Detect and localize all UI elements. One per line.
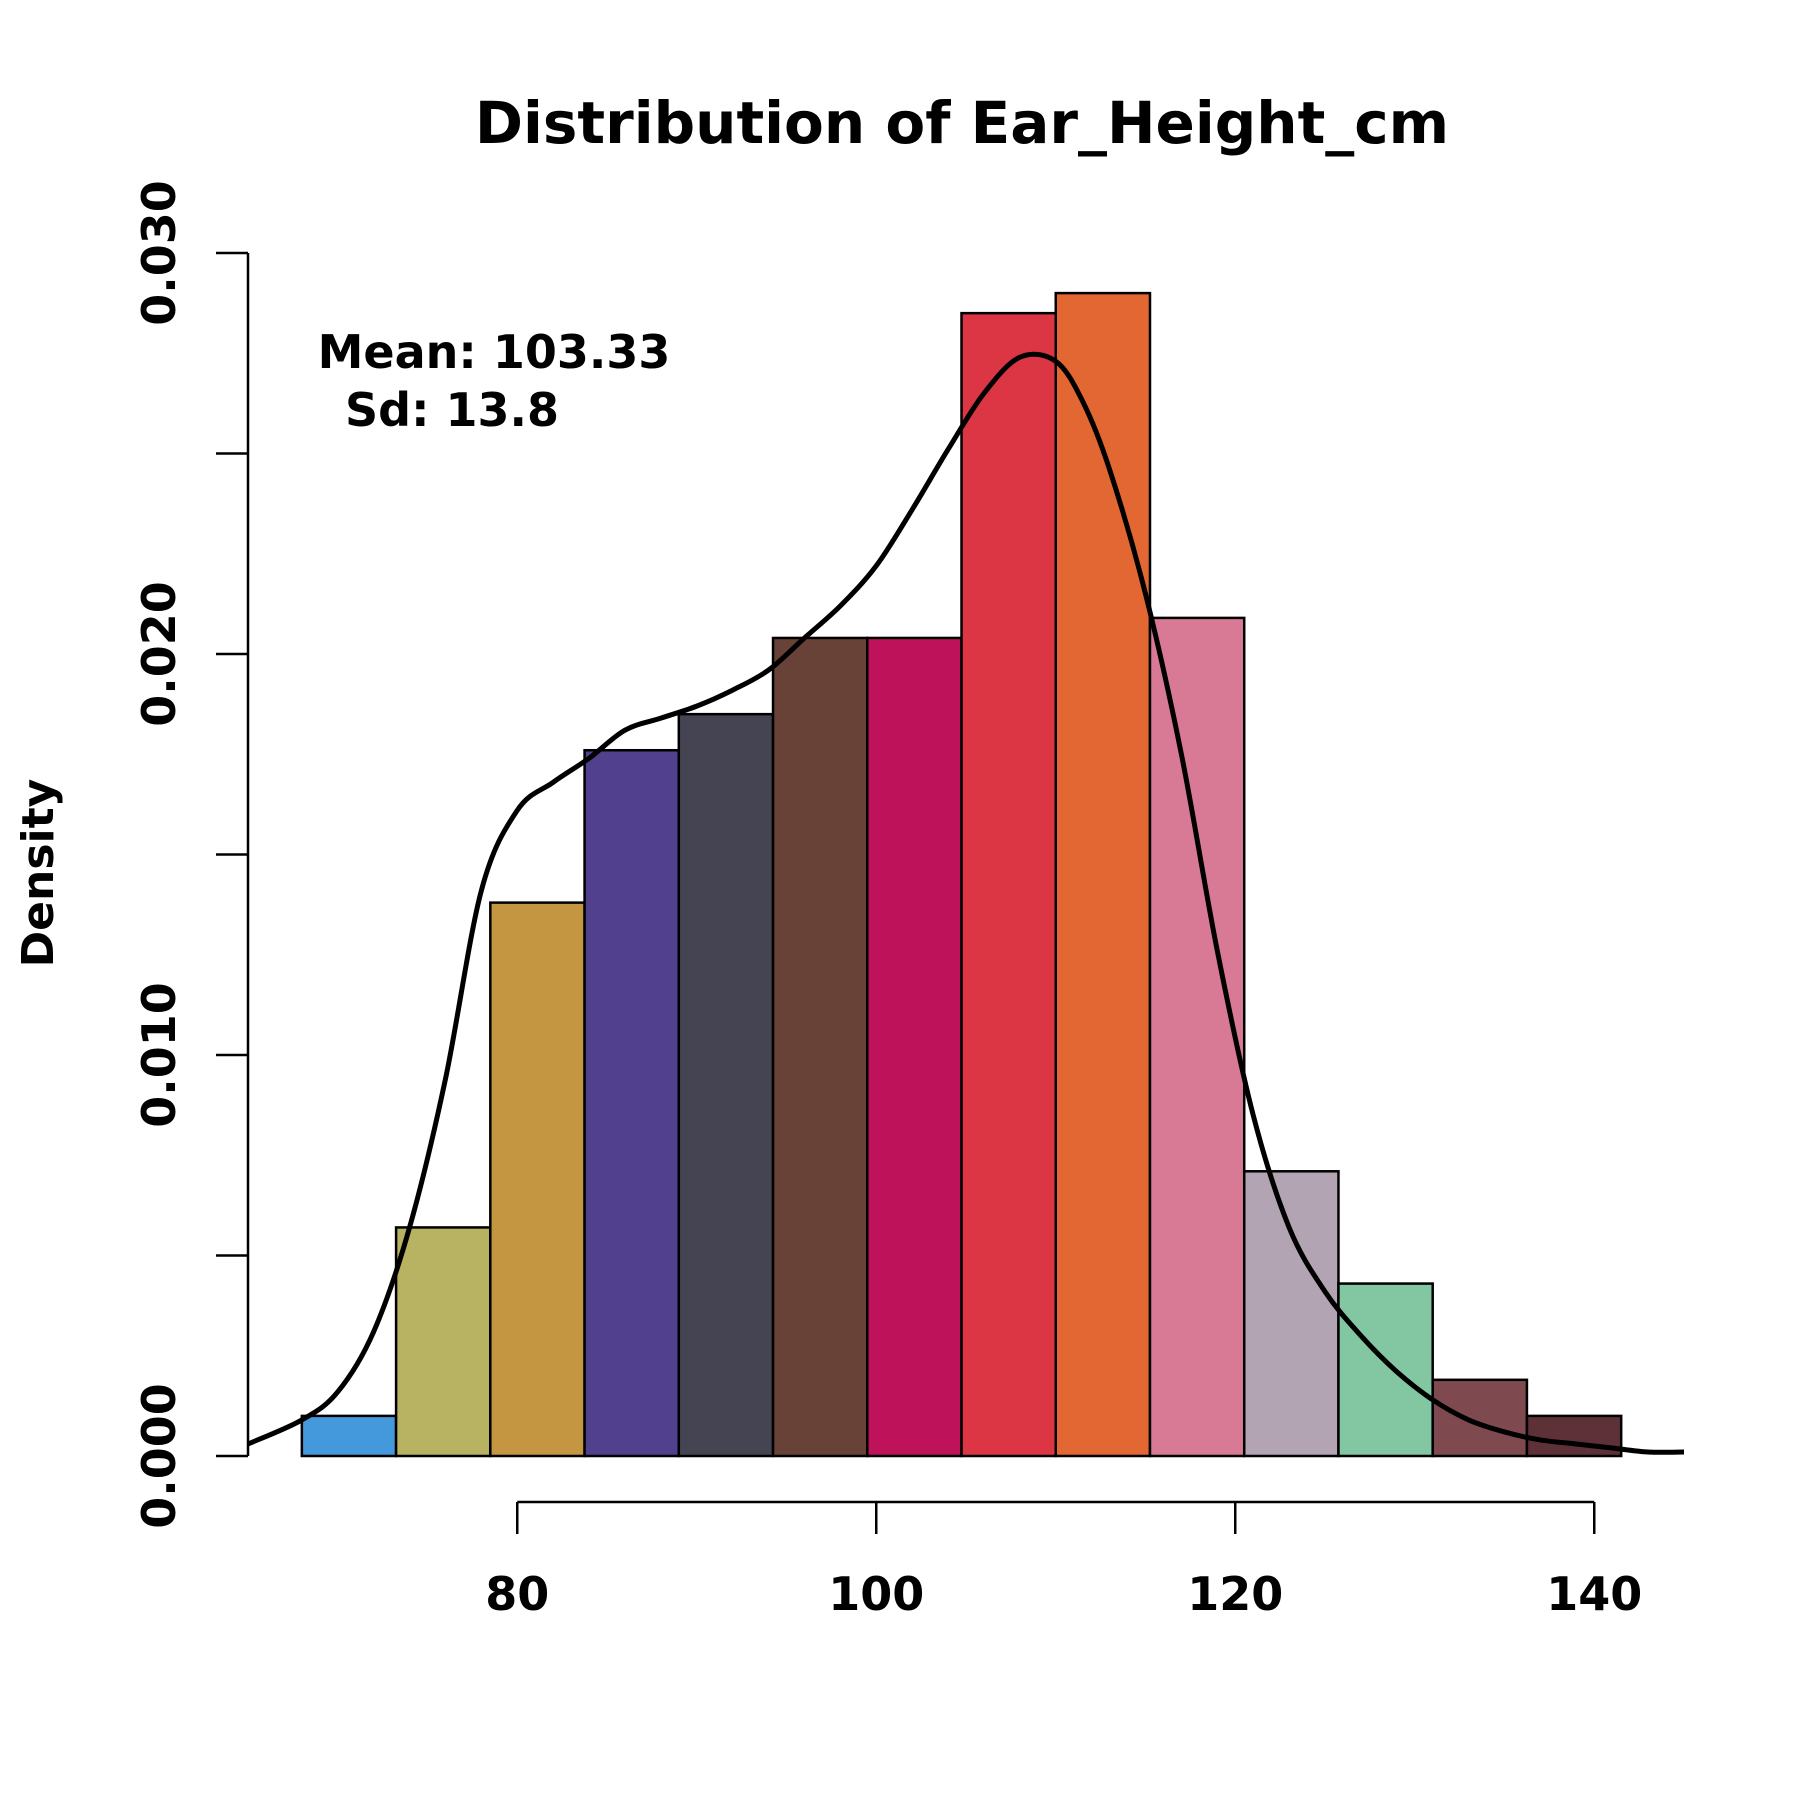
y-axis: 0.000 0.010 0.020 0.030 xyxy=(132,180,250,1529)
chart-title: Distribution of Ear_Height_cm xyxy=(475,89,1449,157)
y-tick-label-0: 0.000 xyxy=(132,1383,186,1529)
x-axis: 80 100 120 140 xyxy=(485,1500,1642,1621)
histogram-bar-11 xyxy=(1242,1170,1340,1458)
density-curve xyxy=(246,351,1685,1455)
histogram-bar-9 xyxy=(1054,291,1152,1458)
histogram-bar-5 xyxy=(677,712,775,1458)
histogram-bar-6 xyxy=(771,636,869,1458)
y-tick-label-6: 0.030 xyxy=(132,180,186,326)
y-tick-label-4: 0.020 xyxy=(132,581,186,727)
x-tick-label-0: 80 xyxy=(485,1567,549,1621)
x-tick-label-3: 140 xyxy=(1546,1567,1642,1621)
y-tick-label-2: 0.010 xyxy=(132,982,186,1128)
histogram-bar-10 xyxy=(1148,616,1246,1458)
x-tick-label-2: 120 xyxy=(1187,1567,1283,1621)
histogram-bar-8 xyxy=(960,311,1058,1458)
x-tick-label-1: 100 xyxy=(828,1567,924,1621)
sd-annotation: Sd: 13.8 xyxy=(345,383,559,437)
histogram-bar-13 xyxy=(1431,1378,1529,1458)
histogram-bar-12 xyxy=(1337,1282,1434,1458)
histogram-bar-14 xyxy=(1525,1414,1623,1458)
histogram-bars xyxy=(300,291,1623,1458)
histogram-bar-1 xyxy=(300,1414,398,1458)
histogram-bar-2 xyxy=(394,1226,492,1458)
mean-annotation: Mean: 103.33 xyxy=(318,325,671,379)
histogram-bar-7 xyxy=(866,636,963,1458)
histogram-bar-4 xyxy=(583,748,681,1458)
histogram-bar-3 xyxy=(489,901,586,1458)
y-axis-label: Density xyxy=(13,779,64,968)
